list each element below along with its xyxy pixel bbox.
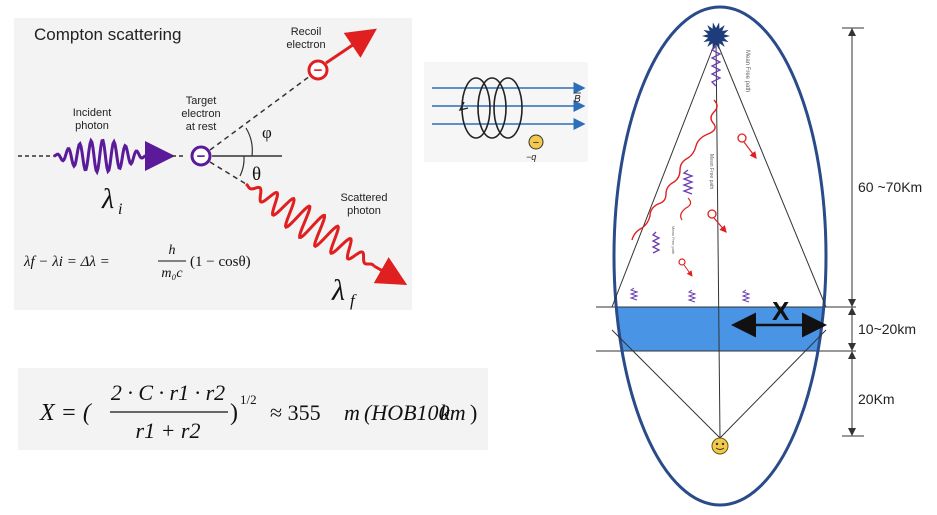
recoil-label-2: electron bbox=[286, 39, 325, 51]
gamma-zigzag-5 bbox=[687, 289, 697, 303]
observer-icon bbox=[711, 437, 729, 455]
compton-title: Compton scattering bbox=[34, 25, 181, 44]
dim-arrowhead-1 bbox=[848, 28, 856, 36]
scattered-label-2: photon bbox=[347, 205, 381, 217]
mean-free-path-label-2: Mean Free path bbox=[708, 154, 714, 190]
recoil-electron-1-arrow bbox=[743, 141, 757, 159]
gamma-zigzag-4 bbox=[629, 287, 639, 301]
gamma-zigzag-2 bbox=[682, 169, 694, 195]
lambda-i-sub: i bbox=[118, 201, 122, 218]
compton-diagram: Compton scattering Incident photon λ i −… bbox=[18, 25, 408, 310]
recoil-electron-3 bbox=[678, 258, 686, 266]
recoil-electron bbox=[307, 59, 329, 81]
dim-arrowhead-2 bbox=[848, 299, 856, 307]
target-electron bbox=[190, 145, 212, 167]
recoil-electron-1 bbox=[737, 133, 747, 143]
lambda-f-symbol: λ bbox=[331, 274, 345, 307]
recoil-arrow bbox=[325, 28, 377, 65]
charge-label: −q bbox=[526, 152, 536, 162]
cascade-wave-branch bbox=[680, 197, 692, 221]
theta-arc bbox=[239, 155, 245, 177]
formula-km: km bbox=[440, 400, 466, 425]
field-label: B bbox=[574, 94, 581, 105]
dim-label-top: 60 ~70Km bbox=[858, 179, 922, 195]
observer-left bbox=[611, 329, 721, 439]
formula-close-paren: ) bbox=[230, 400, 238, 426]
lambda-i-symbol: λ bbox=[101, 184, 114, 215]
formula-approx: ≈ 355 bbox=[270, 400, 321, 425]
scattered-cascade-wave bbox=[631, 99, 718, 241]
formula-m: m bbox=[344, 400, 360, 425]
gamma-zigzag-6 bbox=[741, 289, 751, 303]
formula-exponent: 1/2 bbox=[240, 392, 257, 407]
formula-hob: (HOB100 bbox=[364, 400, 450, 425]
absorption-layer bbox=[614, 307, 826, 351]
dim-arrowhead-6 bbox=[848, 428, 856, 436]
helix-loop-2 bbox=[477, 77, 507, 139]
cascade-panel: Mean Free path Mean Free path Mean Free … bbox=[596, 0, 937, 510]
formula-denominator: r1 + r2 bbox=[136, 418, 201, 443]
recoil-electron-sign: − bbox=[314, 62, 323, 79]
gamma-zigzag-1 bbox=[710, 45, 722, 87]
formula: X = ( 2 · C · r1 · r2 r1 + r2 ) 1/2 ≈ 35… bbox=[39, 380, 477, 443]
observer-right bbox=[719, 329, 827, 439]
observer-eye-right bbox=[721, 442, 725, 446]
gamma-zigzag-3 bbox=[651, 231, 661, 254]
target-label-3: at rest bbox=[186, 121, 217, 133]
charge-sign: − bbox=[533, 137, 539, 149]
compton-equation-rhs: (1 − cosθ) bbox=[190, 254, 251, 270]
burst-source bbox=[702, 22, 730, 50]
compton-equation-numerator: h bbox=[169, 243, 176, 258]
helix-diagram: B − −q bbox=[432, 77, 586, 162]
dim-arrowhead-4 bbox=[848, 343, 856, 351]
target-label-2: electron bbox=[181, 108, 220, 120]
dim-label-mid: 10~20km bbox=[858, 321, 916, 337]
cascade-ellipse bbox=[612, 5, 828, 507]
phi-arc bbox=[245, 127, 253, 157]
phi-symbol: φ bbox=[262, 123, 272, 142]
target-label-1: Target bbox=[186, 95, 217, 107]
recoil-electron-3-arrow bbox=[683, 264, 693, 277]
scattered-label-1: Scattered bbox=[340, 192, 387, 204]
helix-loop-1 bbox=[461, 77, 491, 139]
target-electron-sign: − bbox=[197, 148, 206, 165]
recoil-electron-2-arrow bbox=[713, 217, 727, 233]
compton-equation-lhs: λf − λi = Δλ = bbox=[23, 254, 110, 270]
recoil-path bbox=[209, 75, 311, 151]
formula-numerator: 2 · C · r1 · r2 bbox=[111, 380, 225, 405]
cone-right bbox=[715, 39, 827, 308]
magnetic-helix-panel: B − −q bbox=[424, 62, 588, 162]
center-axis bbox=[715, 39, 721, 439]
formula-close: ) bbox=[470, 400, 477, 425]
mean-free-path-label-3: Mean Free path bbox=[671, 226, 676, 254]
lambda-f-sub: f bbox=[350, 291, 357, 310]
recoil-electron-2 bbox=[707, 209, 717, 219]
compton-scattering-panel: Compton scattering Incident photon λ i −… bbox=[14, 18, 412, 310]
incident-photon-wave bbox=[53, 137, 147, 176]
helix-direction-arrow bbox=[458, 101, 469, 112]
mean-free-path-label-1: Mean Free path bbox=[744, 50, 750, 92]
scattered-photon-wave bbox=[245, 182, 376, 267]
observer-smile bbox=[715, 447, 725, 450]
incident-label-1: Incident bbox=[73, 107, 112, 119]
scatter-path bbox=[209, 161, 247, 185]
scattered-arrow bbox=[373, 257, 408, 285]
cone-left bbox=[611, 39, 717, 308]
formula-lhs: X = ( bbox=[39, 400, 93, 426]
dim-label-bottom: 20Km bbox=[858, 391, 895, 407]
incident-label-2: photon bbox=[75, 120, 109, 132]
observer-eye-left bbox=[715, 442, 719, 446]
charge-particle bbox=[528, 134, 544, 150]
theta-symbol: θ bbox=[252, 164, 261, 185]
helix-loop-3 bbox=[493, 77, 523, 139]
cascade-diagram: Mean Free path Mean Free path Mean Free … bbox=[596, 5, 922, 507]
recoil-label-1: Recoil bbox=[291, 26, 322, 38]
compton-equation-denominator: m₀c bbox=[161, 266, 183, 281]
distance-formula-panel: X = ( 2 · C · r1 · r2 r1 + r2 ) 1/2 ≈ 35… bbox=[18, 368, 488, 450]
x-distance-label: X bbox=[772, 296, 790, 326]
